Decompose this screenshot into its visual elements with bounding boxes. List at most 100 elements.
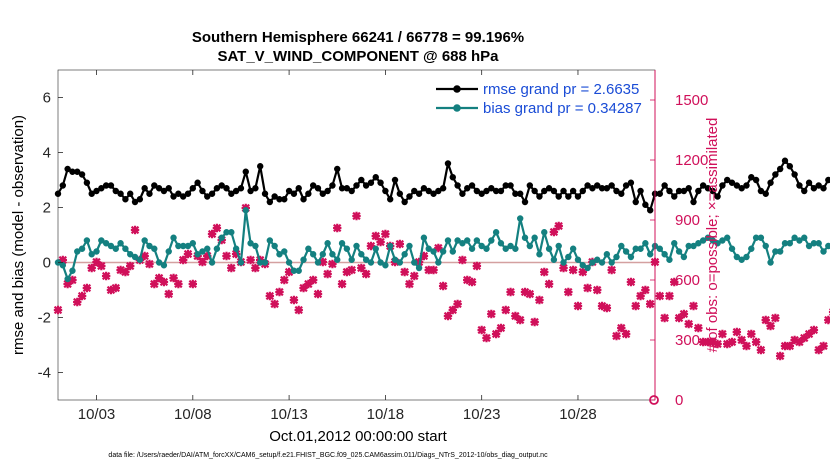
obs-marker-shape <box>203 251 212 261</box>
bias-point <box>560 259 567 266</box>
bias-point <box>59 262 67 269</box>
obs-marker <box>467 277 477 287</box>
obs-marker <box>140 251 149 261</box>
obs-marker <box>670 277 679 287</box>
rmse-point <box>107 182 115 189</box>
obs-marker <box>771 313 780 323</box>
obs-marker-shape <box>328 259 337 269</box>
obs-marker <box>747 329 756 339</box>
obs-marker <box>101 271 111 281</box>
bias-point <box>805 242 813 250</box>
obs-marker-shape <box>366 241 376 251</box>
rmse-point <box>146 190 153 197</box>
obs-marker-shape <box>655 291 665 301</box>
bias-point <box>396 259 404 266</box>
bias-point <box>767 259 774 266</box>
rmse-point <box>199 187 206 195</box>
bias-point <box>102 240 110 247</box>
rmse-point <box>786 163 794 170</box>
obs-marker <box>775 351 785 361</box>
obs-marker-shape <box>183 249 193 259</box>
bias-point <box>786 240 794 247</box>
obs-marker <box>337 279 347 289</box>
rmse-point <box>762 190 769 197</box>
obs-marker-shape <box>140 251 149 261</box>
obs-marker <box>174 279 183 289</box>
obs-markers-group <box>53 203 830 405</box>
bias-point <box>632 245 639 252</box>
rmse-point <box>767 179 774 186</box>
rmse-point <box>127 190 134 197</box>
x-tick-label: 10/03 <box>78 406 116 423</box>
obs-marker-shape <box>631 301 640 311</box>
obs-marker-shape <box>477 325 486 335</box>
bias-point <box>213 245 221 252</box>
rmse-point <box>521 198 529 206</box>
rmse-point <box>704 185 712 192</box>
bias-point <box>319 251 326 258</box>
obs-marker-shape <box>458 255 467 265</box>
rmse-point <box>155 185 163 192</box>
legend-bias-label: bias grand pr = 0.34287 <box>483 100 642 117</box>
obs-marker <box>145 259 154 269</box>
obs-marker <box>231 249 241 259</box>
obs-marker <box>188 279 198 289</box>
obs-marker-shape <box>207 229 217 239</box>
bias-point <box>642 240 649 247</box>
bias-point <box>131 253 139 261</box>
bias-point <box>88 251 95 258</box>
obs-marker-shape <box>289 295 299 305</box>
bias-point <box>796 237 803 244</box>
bias-point <box>709 237 716 244</box>
obs-marker-shape <box>771 313 780 323</box>
obs-marker <box>636 291 645 301</box>
obs-marker-shape <box>535 295 544 305</box>
obs-marker <box>679 309 689 319</box>
obs-marker-shape <box>775 351 785 361</box>
rmse-point <box>550 187 558 195</box>
rmse-point <box>574 193 582 200</box>
obs-marker-shape <box>602 303 612 313</box>
obs-marker-shape <box>395 239 405 249</box>
obs-marker <box>82 283 92 293</box>
obs-marker-shape <box>174 279 183 289</box>
obs-marker <box>63 279 72 289</box>
bias-point <box>497 240 505 247</box>
rmse-point <box>305 190 312 197</box>
rmse-point <box>160 187 168 195</box>
bias-point <box>613 253 620 261</box>
bias-point <box>594 256 601 263</box>
obs-marker <box>371 231 380 241</box>
obs-marker <box>824 315 830 325</box>
bias-point <box>743 253 750 261</box>
bias-point <box>627 253 635 261</box>
bias-point <box>242 207 249 214</box>
obs-marker-shape <box>612 331 621 341</box>
obs-marker-shape <box>154 273 164 283</box>
obs-marker-shape <box>621 329 631 339</box>
obs-marker-shape <box>713 339 722 349</box>
rmse-point <box>801 187 808 195</box>
rmse-point <box>646 207 654 214</box>
y2-tick-label: 0 <box>675 392 683 409</box>
rmse-point <box>319 190 326 197</box>
obs-marker <box>429 265 438 275</box>
rmse-point <box>324 187 331 195</box>
obs-marker <box>641 285 650 295</box>
obs-marker <box>308 275 318 285</box>
obs-marker <box>328 259 337 269</box>
obs-marker <box>222 251 231 261</box>
bias-point <box>155 259 163 266</box>
bias-point <box>93 248 100 255</box>
rmse-point <box>223 185 230 192</box>
rmse-point <box>541 187 548 195</box>
obs-marker-shape <box>482 333 491 343</box>
x-axis-label: Oct.01,2012 00:00:00 start <box>269 428 447 445</box>
obs-marker <box>87 263 96 273</box>
rmse-point <box>719 182 726 189</box>
legend-rmse-marker <box>453 85 461 93</box>
y2-tick-label: 1500 <box>675 92 708 109</box>
obs-marker-shape <box>785 341 795 351</box>
obs-marker-shape <box>443 311 453 321</box>
rmse-point <box>724 176 731 184</box>
